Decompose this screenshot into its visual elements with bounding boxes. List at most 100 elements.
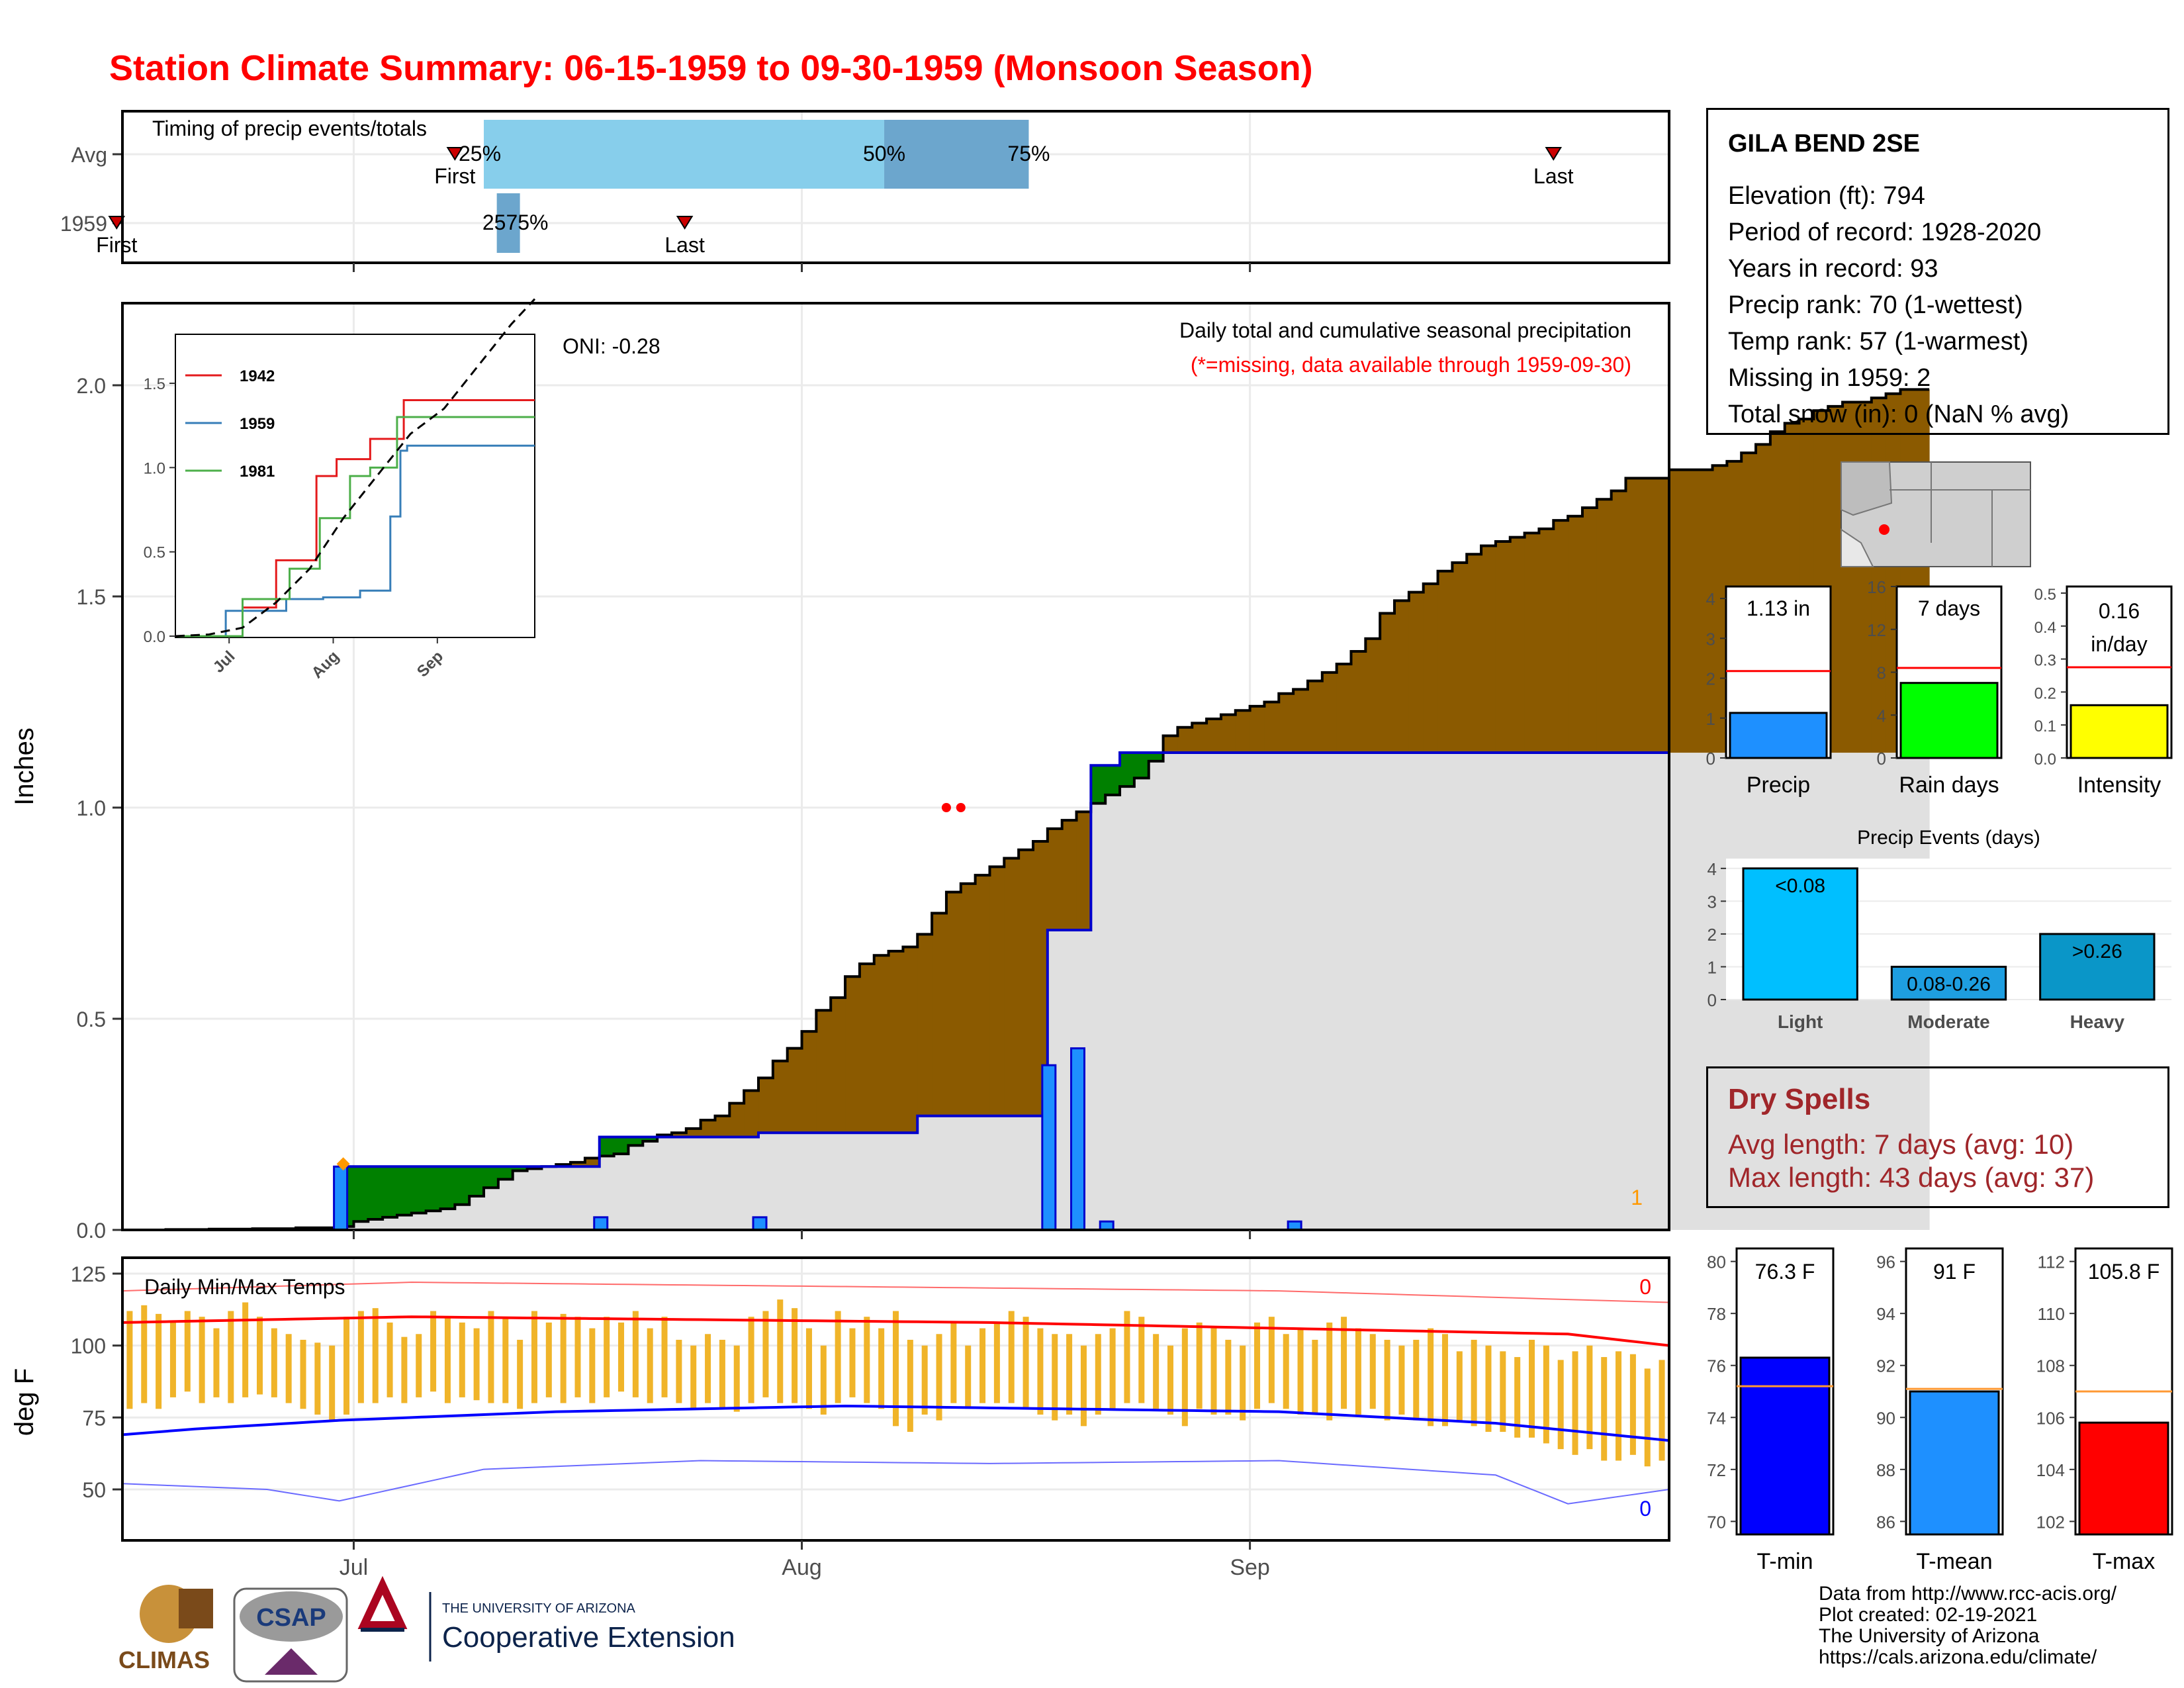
- precip-deficit-area: [1568, 516, 1583, 753]
- inset-legend-label: 1959: [240, 415, 275, 433]
- temps-daily-bar: [343, 1317, 350, 1415]
- precip-missing-mark: [941, 803, 951, 812]
- events-bar-label: <0.08: [1775, 875, 1825, 897]
- tmean-box-category: T-mean: [1916, 1549, 1992, 1574]
- station-temp-rank: Temp rank: 57 (1-warmest): [1728, 328, 2029, 355]
- precip-common-area: [1148, 761, 1164, 1230]
- temps-daily-bar: [1586, 1345, 1593, 1450]
- temps-tmin-record: [122, 1460, 1670, 1505]
- precip-common-area: [426, 1211, 441, 1230]
- precip-deficit-area: [859, 964, 875, 1133]
- precip-common-area: [859, 1133, 875, 1230]
- temps-daily-bar: [647, 1328, 653, 1403]
- temps-daily-bar: [1138, 1317, 1145, 1403]
- temps-daily-bar: [1369, 1334, 1376, 1409]
- timing-panel: Timing of precip events/totals Avg First La…: [60, 110, 1670, 272]
- temps-daily-bar: [748, 1317, 754, 1403]
- precip-deficit-area: [816, 1010, 831, 1133]
- precip-common-area: [946, 1115, 962, 1230]
- temps-daily-bar: [733, 1345, 740, 1412]
- credit-data: Data from http://www.rcc-acis.org/: [1819, 1583, 2117, 1605]
- temps-panel: 50 75 100 125 deg F Daily Min/Max Temps 0 0 Jul A…: [10, 1256, 1670, 1580]
- inset-ytick-label: 1.5: [144, 375, 165, 393]
- precip-deficit-area: [1423, 583, 1439, 753]
- timing-pct-label: 2575%: [482, 211, 549, 234]
- temps-daily-bar: [169, 1322, 176, 1397]
- precip-common-area: [1712, 753, 1727, 1230]
- intensity-ytick-label: 0.4: [2034, 619, 2056, 637]
- timing-pct-label: 25%: [459, 142, 501, 165]
- precip-common-area: [1019, 1115, 1034, 1230]
- events-bar: [2039, 933, 2156, 1001]
- temps-daily-bar: [921, 1345, 928, 1415]
- precip-deficit-area: [1553, 520, 1569, 753]
- precip-ytick-label: 1.5: [77, 585, 106, 609]
- precip-common-area: [1495, 753, 1511, 1230]
- timing-pct-label: 75%: [1007, 142, 1050, 165]
- temps-daily-bar: [864, 1317, 870, 1403]
- temps-ytick-label: 75: [82, 1406, 106, 1430]
- temps-daily-bar: [1153, 1334, 1160, 1409]
- tmin-box-ytick-label: 78: [1707, 1304, 1726, 1324]
- precip-common-area: [1351, 753, 1366, 1230]
- events-category: Heavy: [2070, 1011, 2125, 1032]
- precip-common-area: [989, 1115, 1005, 1230]
- temps-daily-bar: [517, 1339, 523, 1409]
- precip-common-area: [1408, 753, 1424, 1230]
- precip-subtitle: (*=missing, data available through 1959-…: [1191, 353, 1631, 377]
- precip-surplus-area: [512, 1166, 528, 1171]
- temps-daily-bar: [690, 1345, 697, 1409]
- precip-common-area: [671, 1137, 687, 1230]
- temps-daily-bar: [488, 1311, 494, 1403]
- temps-daily-bar: [242, 1302, 249, 1397]
- precip-ylabel: Inches: [10, 727, 39, 806]
- precip-deficit-area: [671, 1133, 687, 1137]
- precip-deficit-area: [1177, 727, 1193, 753]
- precip-surplus-area: [599, 1137, 615, 1156]
- temp-boxes: 70 72 74 76 78 80 76.3 F T-min 86 88 90 92 94 96 91 F T…: [1707, 1247, 2173, 1574]
- temps-daily-bar: [1326, 1322, 1333, 1421]
- rain-days-ytick-label: 4: [1877, 706, 1886, 726]
- precip-common-area: [1394, 753, 1410, 1230]
- precip-common-area: [527, 1168, 542, 1230]
- precip-deficit-area: [1871, 398, 1887, 753]
- precip-deficit-area: [932, 913, 947, 1116]
- temps-daily-bar: [1428, 1328, 1434, 1427]
- temps-daily-bar: [213, 1328, 220, 1397]
- precip-deficit-area: [686, 1128, 702, 1137]
- temps-daily-bar: [271, 1328, 277, 1397]
- precip-deficit-area: [1351, 651, 1366, 753]
- precip-common-area: [383, 1217, 398, 1230]
- tmin-box-ytick-label: 74: [1707, 1408, 1726, 1428]
- temps-daily-bar: [1297, 1328, 1304, 1415]
- precip-deficit-area: [1611, 491, 1626, 753]
- precip-common-area: [353, 1221, 369, 1230]
- precip-deficit-area: [1683, 469, 1699, 753]
- precip-missing-mark: [956, 803, 966, 812]
- temps-daily-bar: [618, 1322, 625, 1392]
- temps-daily-bar: [1283, 1334, 1289, 1409]
- precip-surplus-area: [1120, 753, 1135, 787]
- ua-big-text: Cooperative Extension: [442, 1621, 735, 1654]
- credit-university: The University of Arizona: [1819, 1625, 2040, 1647]
- precip-deficit-area: [1510, 537, 1525, 753]
- temps-daily-bar: [401, 1336, 408, 1403]
- precip-surplus-area: [440, 1166, 455, 1209]
- temps-daily-bar: [444, 1317, 451, 1403]
- tmean-box-ytick-label: 96: [1876, 1252, 1895, 1272]
- temps-record-max-count: 0: [1639, 1275, 1651, 1299]
- precip-deficit-area: [960, 883, 976, 1116]
- precip-common-area: [1539, 753, 1554, 1230]
- precip-daily-bar: [1070, 1047, 1086, 1231]
- precip-deficit-area: [1279, 693, 1294, 753]
- precip-common-area: [1452, 753, 1467, 1230]
- precip-common-area: [643, 1141, 658, 1230]
- precip-deficit-area: [1293, 689, 1308, 753]
- precip-common-area: [1481, 753, 1496, 1230]
- temps-daily-bar: [820, 1345, 827, 1415]
- timing-marker-label: First: [96, 233, 137, 257]
- temps-daily-bar: [792, 1308, 798, 1403]
- timing-marker: [446, 147, 464, 161]
- temps-daily-bar: [1312, 1339, 1318, 1415]
